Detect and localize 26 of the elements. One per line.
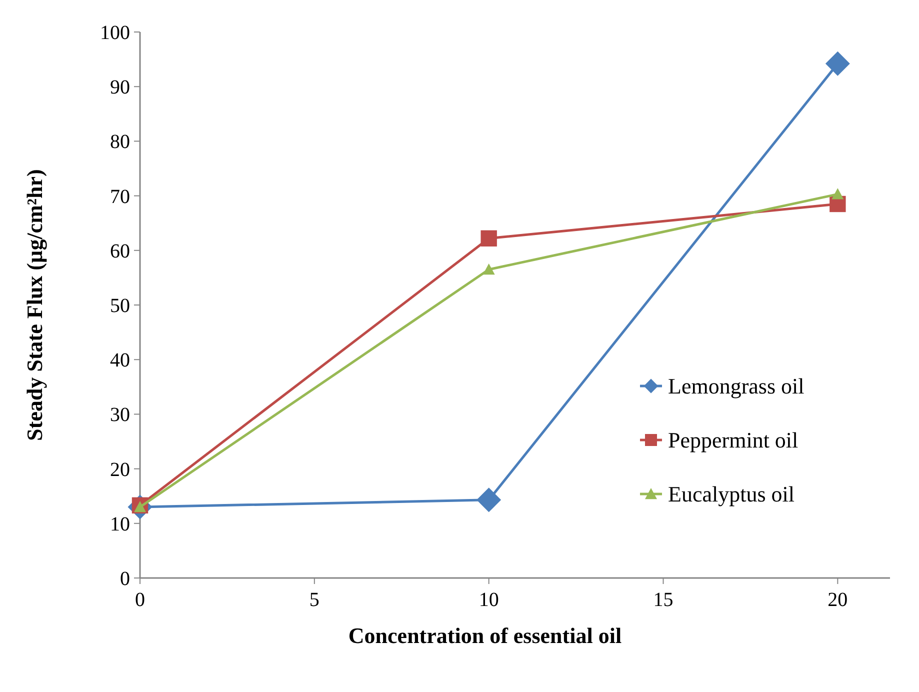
legend-label: Lemongrass oil [668,374,804,399]
point [825,51,850,76]
y-tick-label: 0 [120,568,130,590]
x-tick-label: 0 [135,589,145,611]
x-tick-label: 20 [828,589,848,611]
y-axis-title: Steady State Flux (µg/cm²hr) [22,169,47,441]
y-tick-label: 30 [110,404,130,426]
y-tick-label: 60 [110,240,130,262]
point [480,230,497,246]
y-tick-label: 50 [110,295,130,317]
point [832,188,844,200]
legend-label: Peppermint oil [668,428,798,453]
point [476,488,502,512]
y-tick-label: 20 [110,458,130,481]
point [482,264,495,275]
y-tick-label: 40 [110,350,130,372]
x-tick-label: 5 [309,589,320,611]
y-tick-label: 90 [110,76,130,99]
legend-label: Eucalyptus oil [668,482,794,507]
x-axis-title: Concentration of essential oil [348,623,622,648]
x-tick-label: 15 [653,589,674,611]
y-tick-label: 70 [110,186,130,208]
y-tick-label: 100 [100,22,130,44]
x-tick-label: 10 [478,589,499,611]
y-tick-label: 10 [110,513,130,536]
y-tick-label: 80 [110,131,130,154]
